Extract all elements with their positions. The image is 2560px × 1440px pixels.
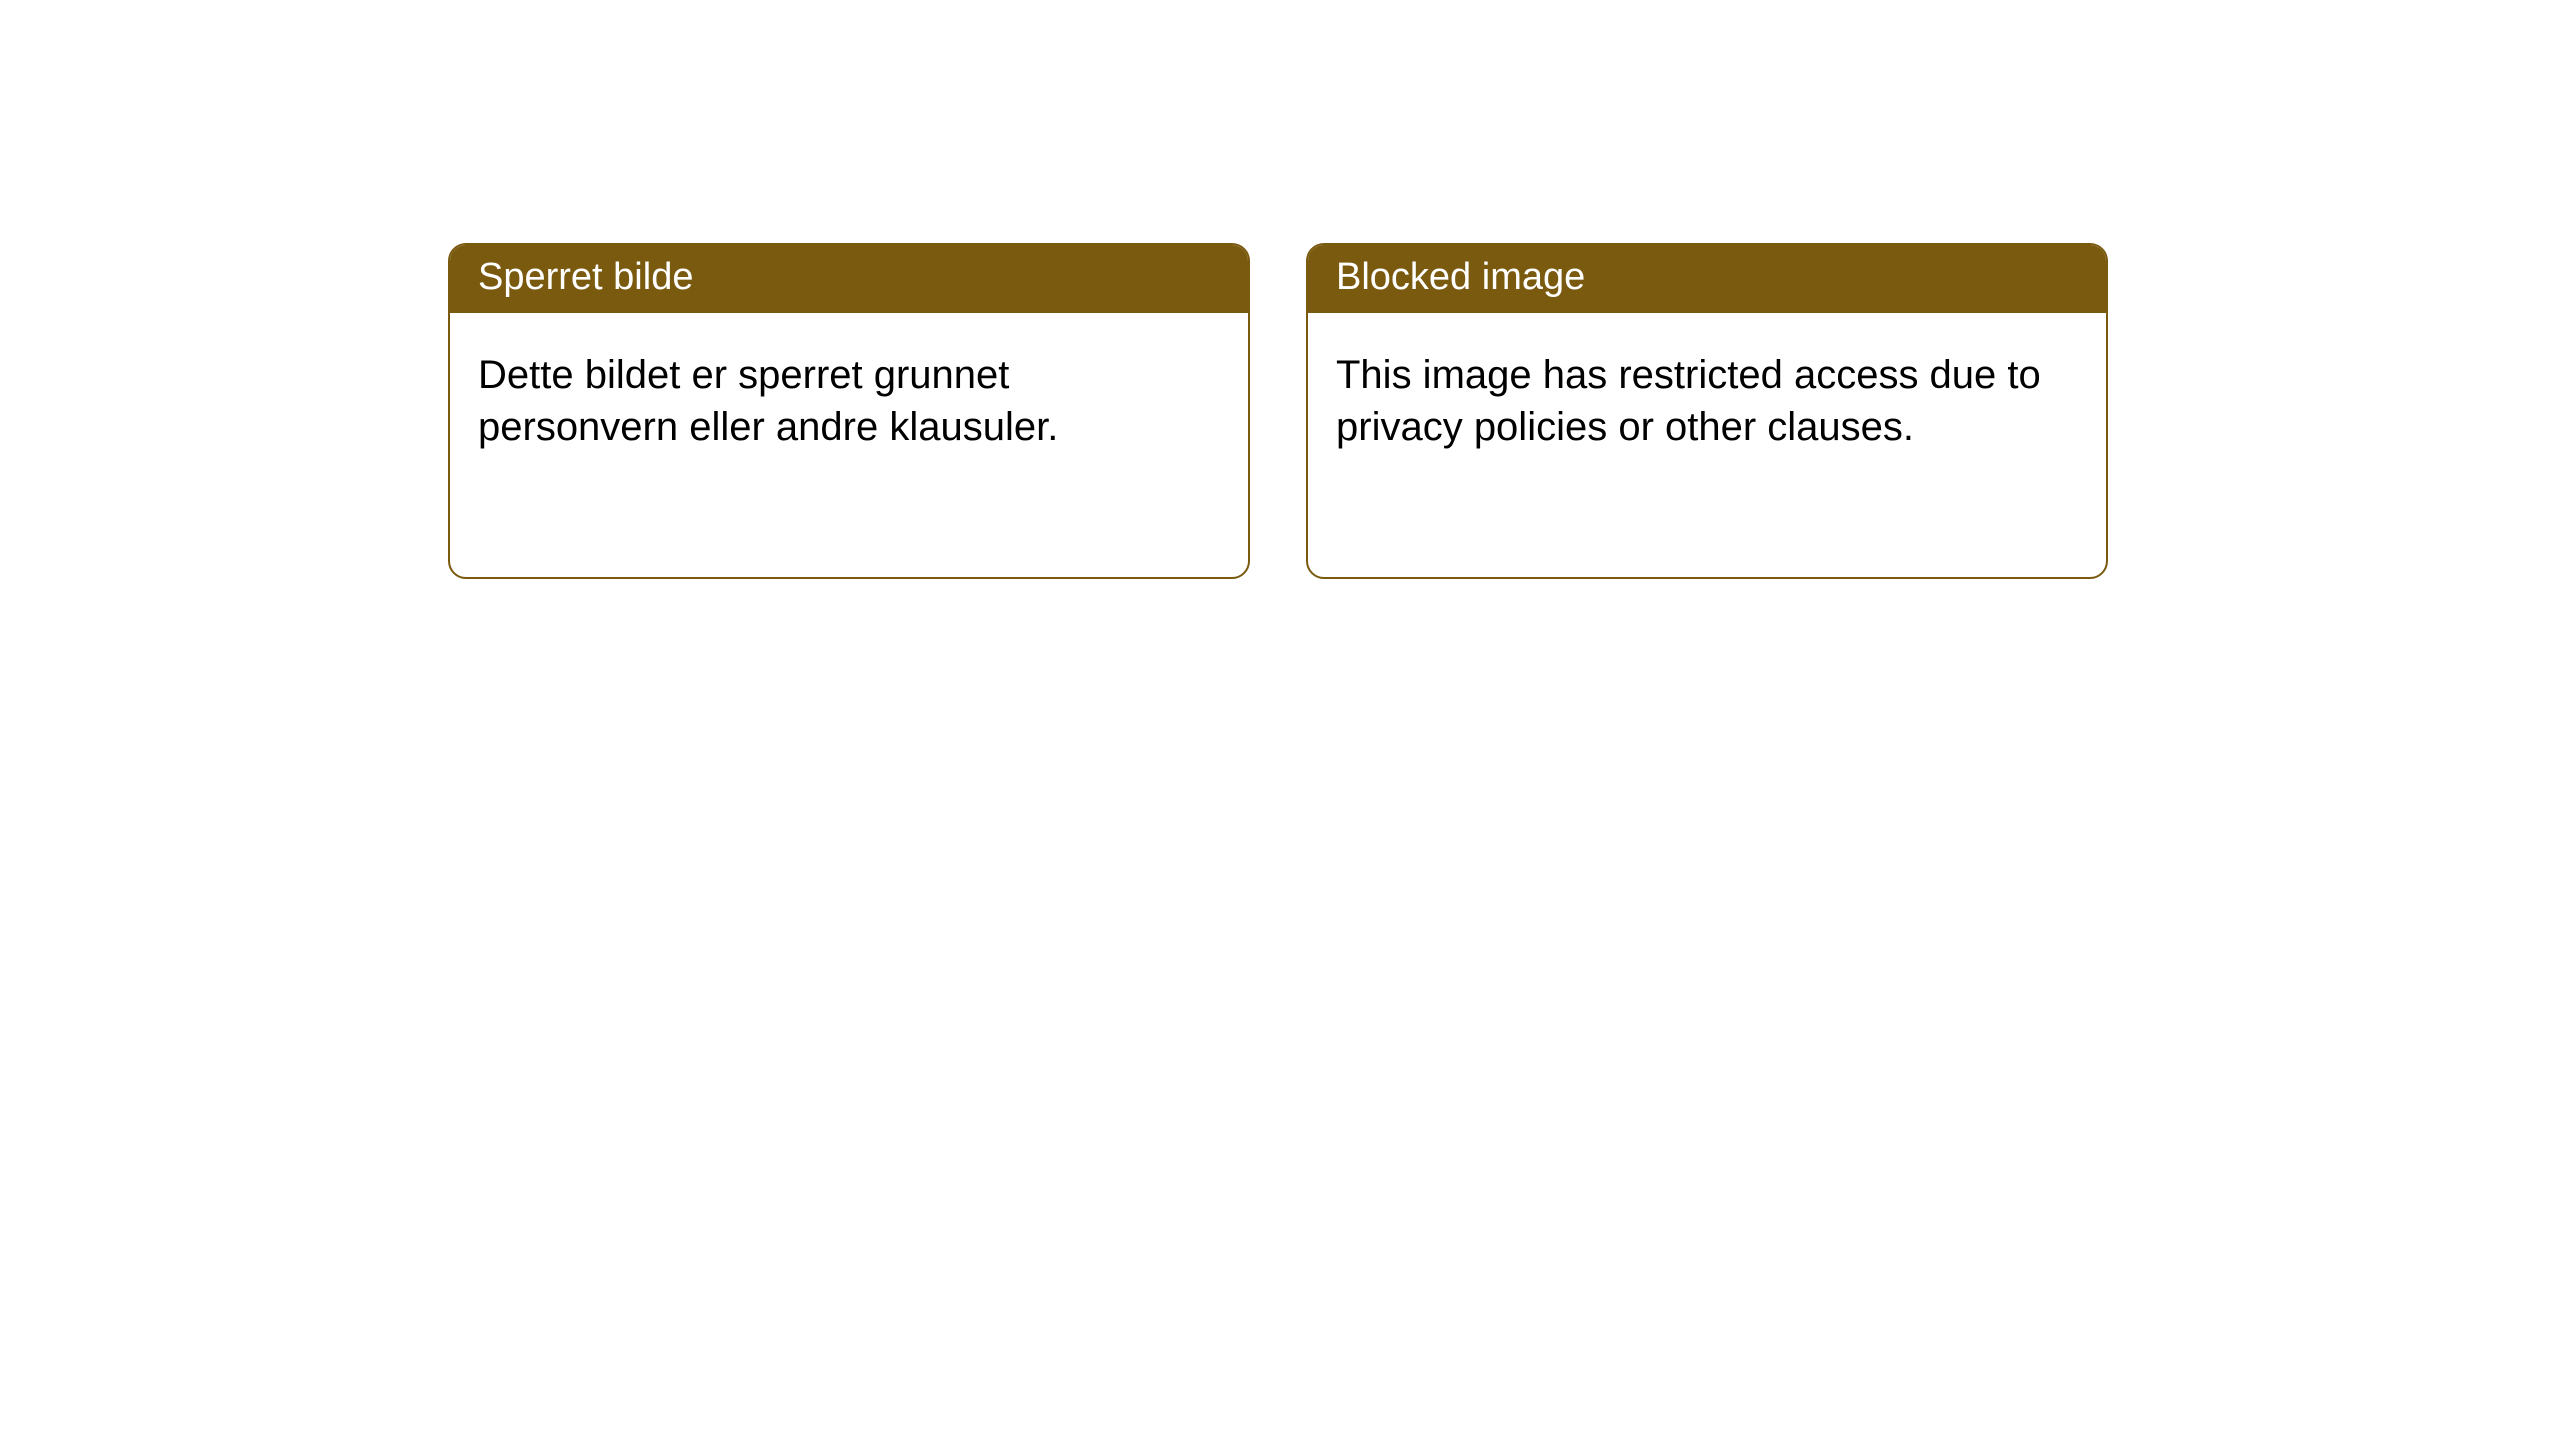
- blocked-image-card-en: Blocked image This image has restricted …: [1306, 243, 2108, 579]
- cards-container: Sperret bilde Dette bildet er sperret gr…: [0, 0, 2560, 579]
- card-body: Dette bildet er sperret grunnet personve…: [450, 313, 1248, 489]
- card-header: Blocked image: [1308, 245, 2106, 313]
- card-message: This image has restricted access due to …: [1336, 353, 2041, 449]
- card-header: Sperret bilde: [450, 245, 1248, 313]
- card-message: Dette bildet er sperret grunnet personve…: [478, 353, 1058, 449]
- card-title: Blocked image: [1336, 256, 1585, 298]
- card-title: Sperret bilde: [478, 256, 693, 298]
- card-body: This image has restricted access due to …: [1308, 313, 2106, 489]
- blocked-image-card-no: Sperret bilde Dette bildet er sperret gr…: [448, 243, 1250, 579]
